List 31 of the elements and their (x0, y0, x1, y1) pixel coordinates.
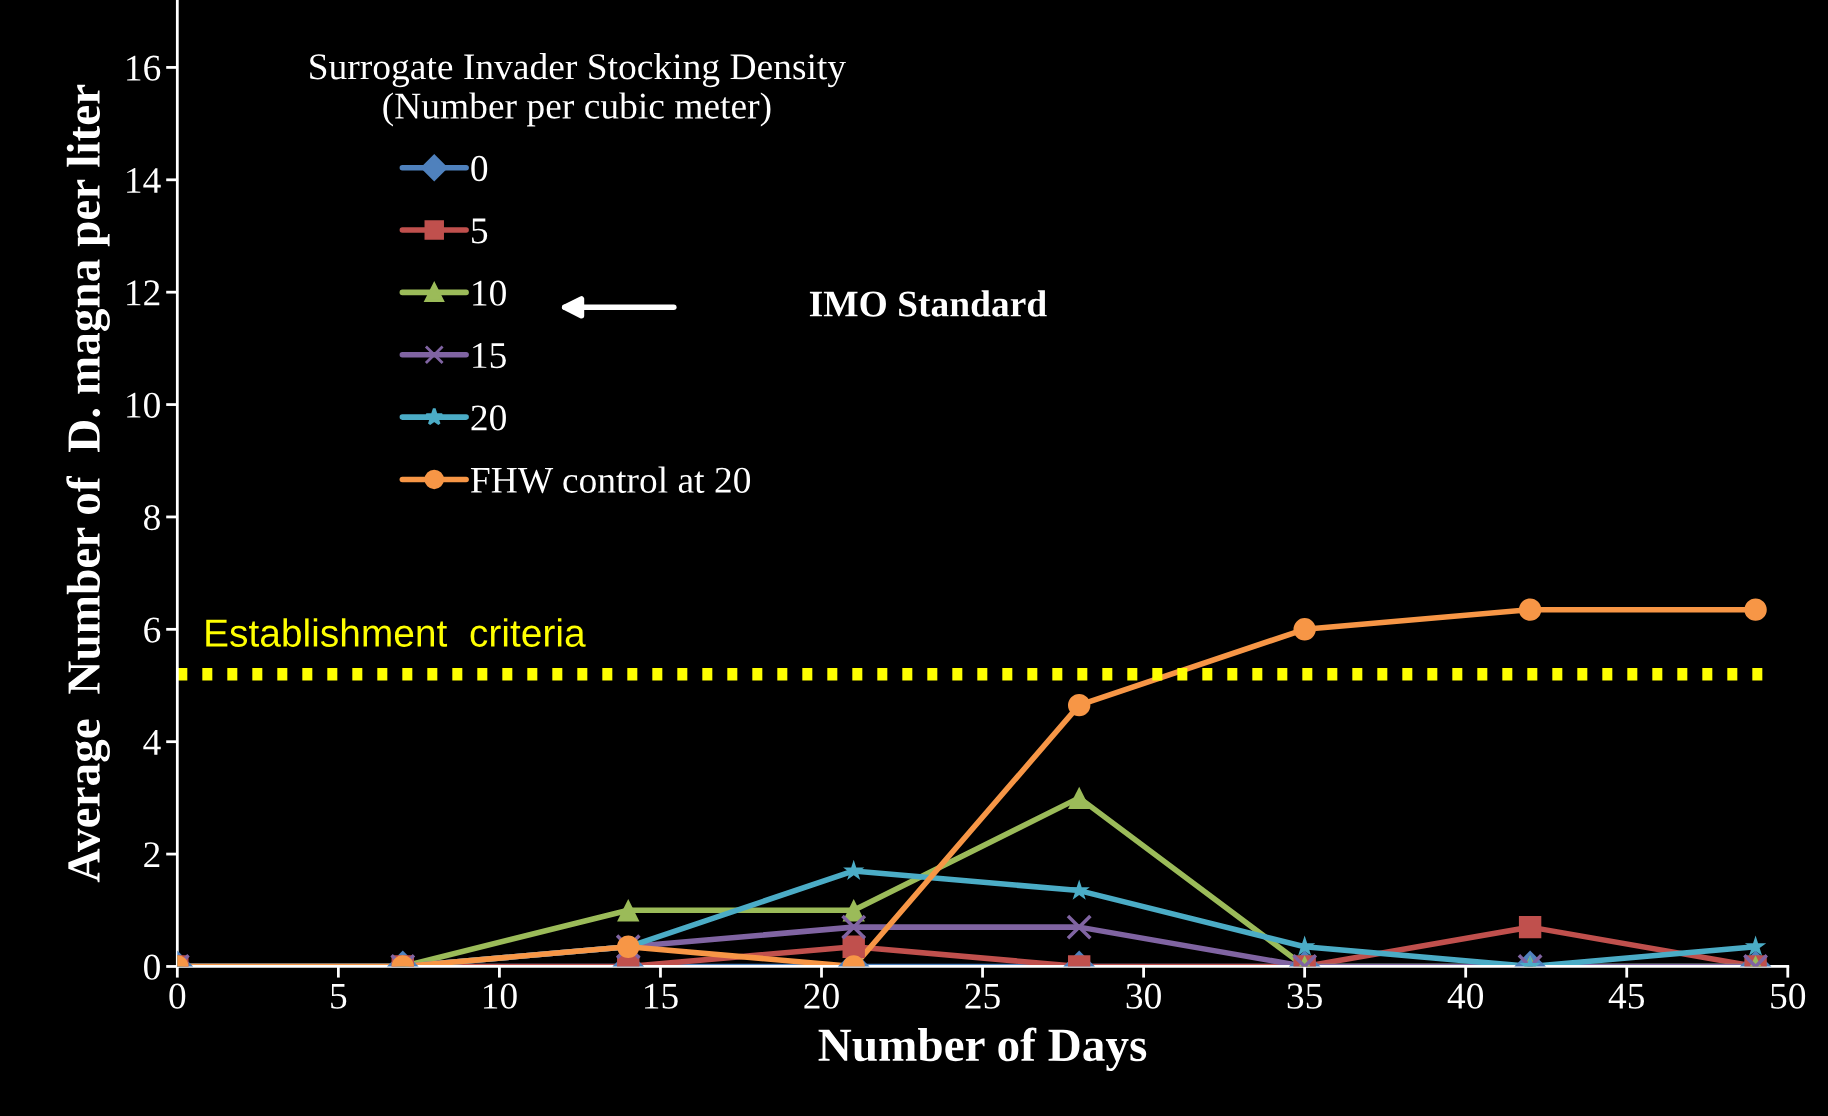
x-tick-label: 20 (804, 983, 839, 1009)
x-tick-label: 5 (331, 983, 347, 1009)
legend-label: 0 (471, 155, 488, 182)
legend-label: 20 (471, 405, 506, 431)
y-tick-label: 2 (144, 842, 160, 868)
legend-label: 5 (472, 218, 488, 244)
legend-title: Surrogate Invader Stocking Density (Number per cubic meter) (310, 53, 846, 127)
y-tick-label: 0 (144, 954, 160, 980)
x-tick-label: 35 (1287, 983, 1322, 1009)
y-tick-label: 6 (144, 617, 161, 643)
x-tick-label: 25 (965, 983, 1000, 1009)
y-tick-label: 14 (127, 168, 161, 193)
x-tick-label: 50 (1771, 983, 1806, 1009)
x-tick-label: 10 (483, 983, 517, 1009)
x-tick-label: 40 (1447, 983, 1484, 1009)
legend-label: 15 (473, 343, 506, 369)
y-tick-label: 8 (144, 505, 160, 531)
y-tick-label: 10 (127, 392, 160, 418)
y-axis-title: Average Number of D. magna per liter (66, 84, 110, 883)
x-tick-label: 30 (1126, 983, 1161, 1009)
y-tick-label: 4 (143, 730, 161, 755)
x-axis-title: Number of Days (818, 1027, 1147, 1071)
y-tick-label: 12 (127, 280, 160, 306)
x-tick-label: 15 (645, 983, 678, 1009)
x-tick-label: 45 (1608, 983, 1645, 1009)
ref-line-label: Establishment criteria (206, 618, 586, 647)
annotation: IMO Standard (809, 290, 1047, 317)
x-tick-label: 0 (169, 983, 186, 1009)
y-tick-label: 16 (127, 55, 161, 81)
legend-label: FHW control at 20 (470, 466, 751, 494)
legend-label: 10 (473, 280, 506, 306)
